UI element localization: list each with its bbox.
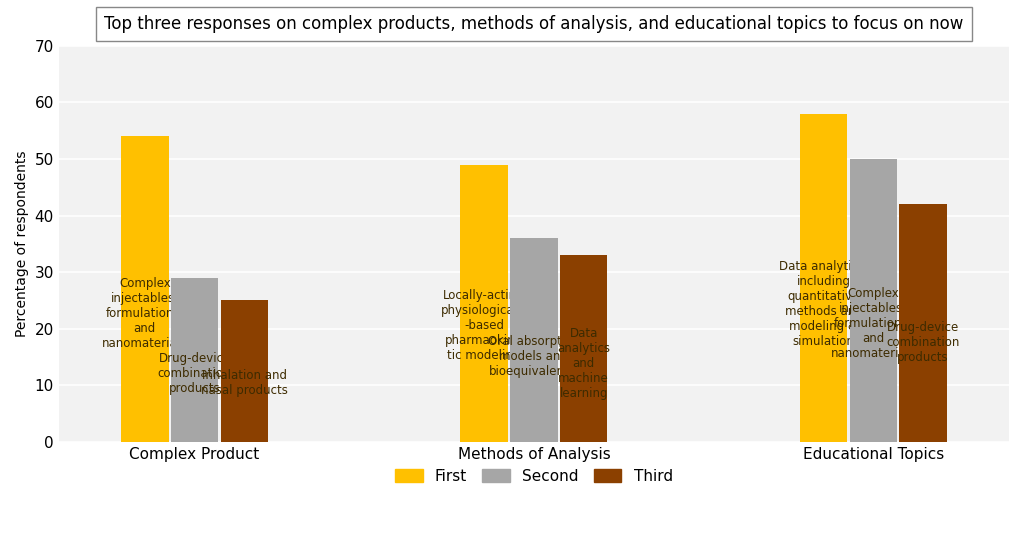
Bar [850,159,897,442]
Y-axis label: Percentage of respondents: Percentage of respondents [15,151,29,337]
Legend: First, Second, Third: First, Second, Third [389,463,679,490]
Bar [800,113,847,442]
Text: Data
analytics
and
machine
learning: Data analytics and machine learning [557,327,610,400]
Title: Top three responses on complex products, methods of analysis, and educational to: Top three responses on complex products,… [104,15,964,33]
Bar [560,255,607,442]
Text: Drug-device
combination
products: Drug-device combination products [887,321,959,363]
Text: Oral absorption
models and
bioequivalence: Oral absorption models and bioequivalenc… [488,335,580,378]
Bar [510,238,558,442]
Bar [121,136,169,442]
Bar [220,300,268,442]
Text: Complex
injectables,
formulations,
and
nanomaterials: Complex injectables, formulations, and n… [830,287,915,360]
Text: Data analytics,
including
quantitative
methods and
modeling &
simulation: Data analytics, including quantitative m… [779,260,868,348]
Text: Inhalation and
nasal products: Inhalation and nasal products [201,369,288,396]
Bar [899,204,947,442]
Text: Locally-acting
physiologically
-based
pharmaokine
tic modeling: Locally-acting physiologically -based ph… [440,289,527,362]
Bar [171,278,218,442]
Text: Complex
injectables,
formulations,
and
nanomaterials: Complex injectables, formulations, and n… [102,277,187,350]
Bar [461,165,508,442]
Text: Drug-device
combination
products: Drug-device combination products [158,352,231,395]
